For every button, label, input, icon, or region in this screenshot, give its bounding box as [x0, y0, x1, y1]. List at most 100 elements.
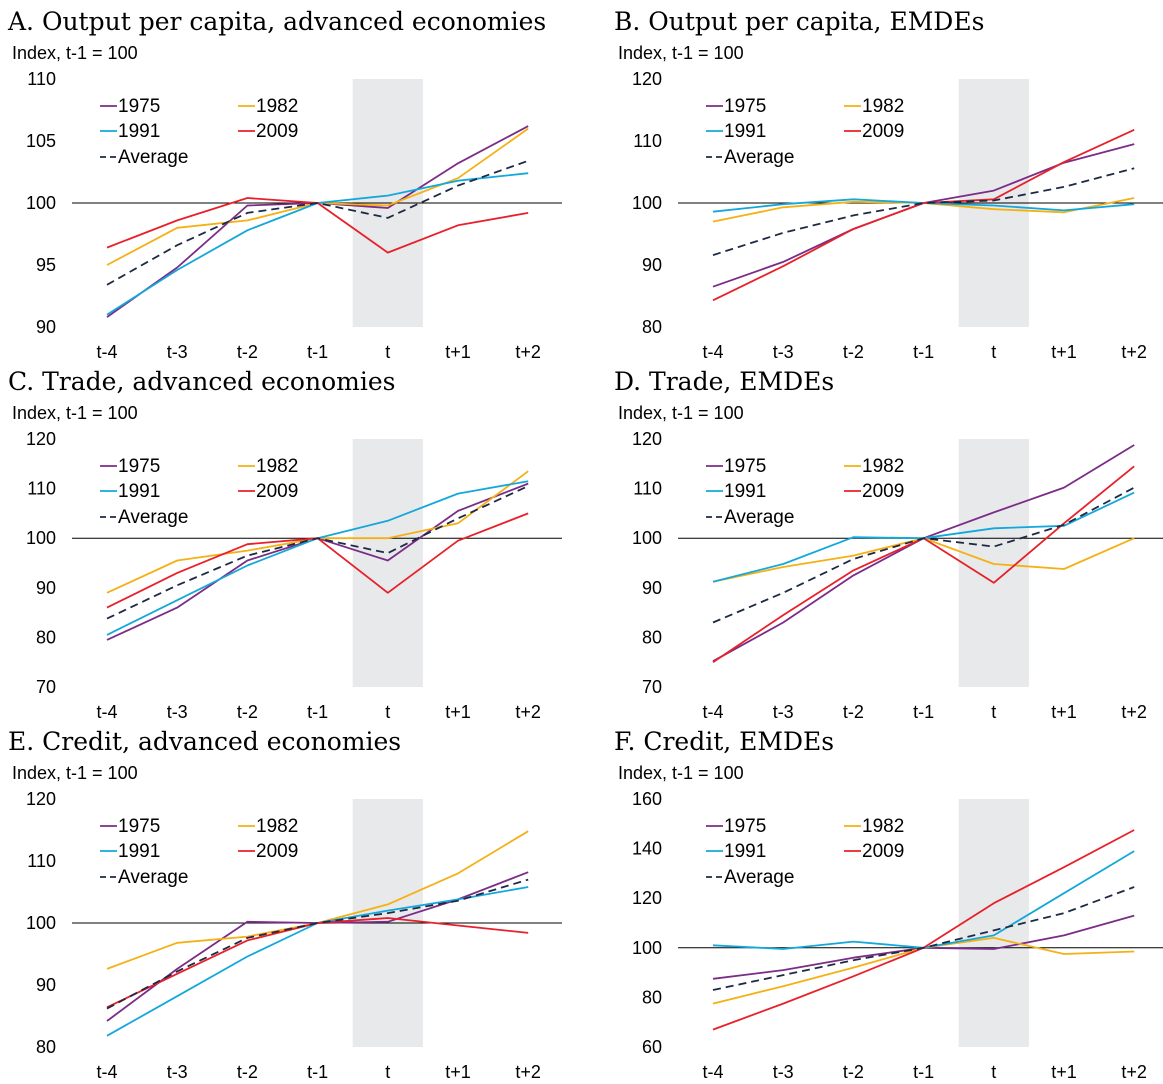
x-tick-label: t-2 — [237, 342, 258, 362]
y-axis-unit-label: Index, t-1 = 100 — [12, 43, 138, 63]
y-tick-label: 80 — [36, 1037, 56, 1057]
chart-title: B. Output per capita, EMDEs — [614, 7, 984, 36]
y-tick-label: 70 — [36, 677, 56, 697]
legend-label: 2009 — [862, 481, 904, 502]
legend-item-1991: 1991 — [100, 841, 160, 862]
x-tick-label: t-1 — [307, 342, 328, 362]
y-tick-label: 80 — [642, 987, 662, 1007]
x-tick-label: t-1 — [913, 342, 934, 362]
x-tick-label: t-4 — [96, 702, 117, 722]
chart-svg: C. Trade, advanced economies Index, t-1 =… — [8, 367, 562, 722]
x-tick-label: t — [991, 702, 996, 722]
x-tick-label: t-2 — [843, 1062, 864, 1082]
y-tick-label: 90 — [36, 578, 56, 598]
legend-item-2009: 2009 — [238, 121, 298, 142]
y-axis-unit-label: Index, t-1 = 100 — [12, 763, 138, 783]
panel-c-trade-advanced: C. Trade, advanced economies Index, t-1 =… — [0, 360, 580, 722]
legend-label: 2009 — [256, 481, 298, 502]
series-line-1991 — [106, 480, 529, 636]
y-tick-label: 80 — [36, 627, 56, 647]
y-tick-label: 100 — [632, 938, 662, 958]
x-tick-label: t+1 — [1051, 702, 1077, 722]
y-tick-label: 80 — [642, 627, 662, 647]
series-line-average — [106, 159, 529, 286]
y-tick-label: 120 — [26, 429, 56, 449]
y-tick-label: 120 — [632, 69, 662, 89]
chart-svg: A. Output per capita, advanced economies… — [7, 7, 562, 362]
series-line-1975 — [712, 444, 1135, 662]
panel-f-credit-emdes: F. Credit, EMDEs Index, t-1 = 100 60 80 100 1… — [606, 720, 1163, 1082]
x-tick-label: t-3 — [773, 1062, 794, 1082]
x-tick-label: t-2 — [843, 342, 864, 362]
chart-svg: F. Credit, EMDEs Index, t-1 = 100 60 80 100 1… — [614, 727, 1163, 1082]
x-tick-label: t-1 — [307, 702, 328, 722]
legend-label: 1982 — [862, 816, 904, 837]
y-tick-label: 110 — [633, 131, 662, 151]
legend-label: 1982 — [256, 96, 298, 117]
legend-label: 1982 — [862, 456, 904, 477]
legend-label: Average — [724, 147, 794, 168]
y-tick-label: 110 — [27, 479, 56, 499]
x-tick-label: t — [385, 1062, 390, 1082]
legend-item-1982: 1982 — [238, 96, 298, 117]
chart-title: C. Trade, advanced economies — [8, 367, 395, 396]
panel-e-credit-advanced: E. Credit, advanced economies Index, t-1 … — [0, 720, 580, 1082]
legend-label: 2009 — [256, 121, 298, 142]
legend-label: 1982 — [256, 456, 298, 477]
legend-item-1982: 1982 — [844, 816, 904, 837]
series-line-average — [106, 485, 529, 620]
y-tick-label: 90 — [642, 578, 662, 598]
legend-item-average: Average — [706, 507, 794, 528]
legend-label: 1991 — [724, 121, 766, 142]
x-tick-label: t+2 — [515, 342, 541, 362]
chart-title: A. Output per capita, advanced economies — [7, 7, 546, 36]
legend-label: 1991 — [118, 841, 160, 862]
legend-label: 1975 — [118, 816, 160, 837]
legend-item-1991: 1991 — [706, 841, 766, 862]
series-line-1975 — [106, 871, 529, 1022]
series-line-1982 — [712, 537, 1135, 583]
chart-svg: E. Credit, advanced economies Index, t-1 … — [8, 727, 562, 1082]
y-tick-label: 100 — [632, 193, 662, 213]
series-line-2009 — [106, 917, 529, 1009]
legend-item-average: Average — [706, 867, 794, 888]
legend-label: Average — [724, 507, 794, 528]
legend-item-2009: 2009 — [238, 481, 298, 502]
y-tick-label: 95 — [36, 255, 56, 275]
series-line-1982 — [106, 470, 529, 594]
legend-label: 1991 — [118, 481, 160, 502]
y-tick-label: 80 — [642, 317, 662, 337]
x-tick-label: t-1 — [913, 1062, 934, 1082]
x-tick-label: t+1 — [445, 1062, 471, 1082]
legend-item-1982: 1982 — [238, 456, 298, 477]
y-axis-unit-label: Index, t-1 = 100 — [12, 403, 138, 423]
x-tick-label: t-3 — [773, 702, 794, 722]
y-tick-label: 120 — [632, 888, 662, 908]
legend-label: Average — [118, 867, 188, 888]
series-line-average — [106, 878, 529, 1010]
panel-a-output-advanced: A. Output per capita, advanced economies… — [0, 0, 580, 362]
legend-item-1975: 1975 — [706, 96, 766, 117]
shaded-period-band — [958, 799, 1029, 1047]
legend-label: 2009 — [862, 121, 904, 142]
y-tick-label: 90 — [36, 975, 56, 995]
y-axis-unit-label: Index, t-1 = 100 — [618, 43, 744, 63]
x-tick-label: t-3 — [167, 1062, 188, 1082]
legend-item-1991: 1991 — [100, 121, 160, 142]
x-tick-label: t — [385, 342, 390, 362]
legend-item-average: Average — [100, 507, 188, 528]
series-line-2009 — [106, 197, 529, 254]
legend-item-1975: 1975 — [100, 816, 160, 837]
y-tick-label: 90 — [36, 317, 56, 337]
y-tick-label: 105 — [26, 131, 56, 151]
y-tick-label: 120 — [26, 789, 56, 809]
series-line-1991 — [106, 172, 529, 316]
chart-svg: B. Output per capita, EMDEs Index, t-1 = … — [614, 7, 1163, 362]
y-tick-label: 60 — [642, 1037, 662, 1057]
legend-item-1991: 1991 — [100, 481, 160, 502]
y-tick-label: 160 — [632, 789, 662, 809]
legend-label: 1975 — [724, 456, 766, 477]
legend-item-1975: 1975 — [706, 816, 766, 837]
chart-title: F. Credit, EMDEs — [614, 727, 834, 756]
legend-item-1975: 1975 — [706, 456, 766, 477]
